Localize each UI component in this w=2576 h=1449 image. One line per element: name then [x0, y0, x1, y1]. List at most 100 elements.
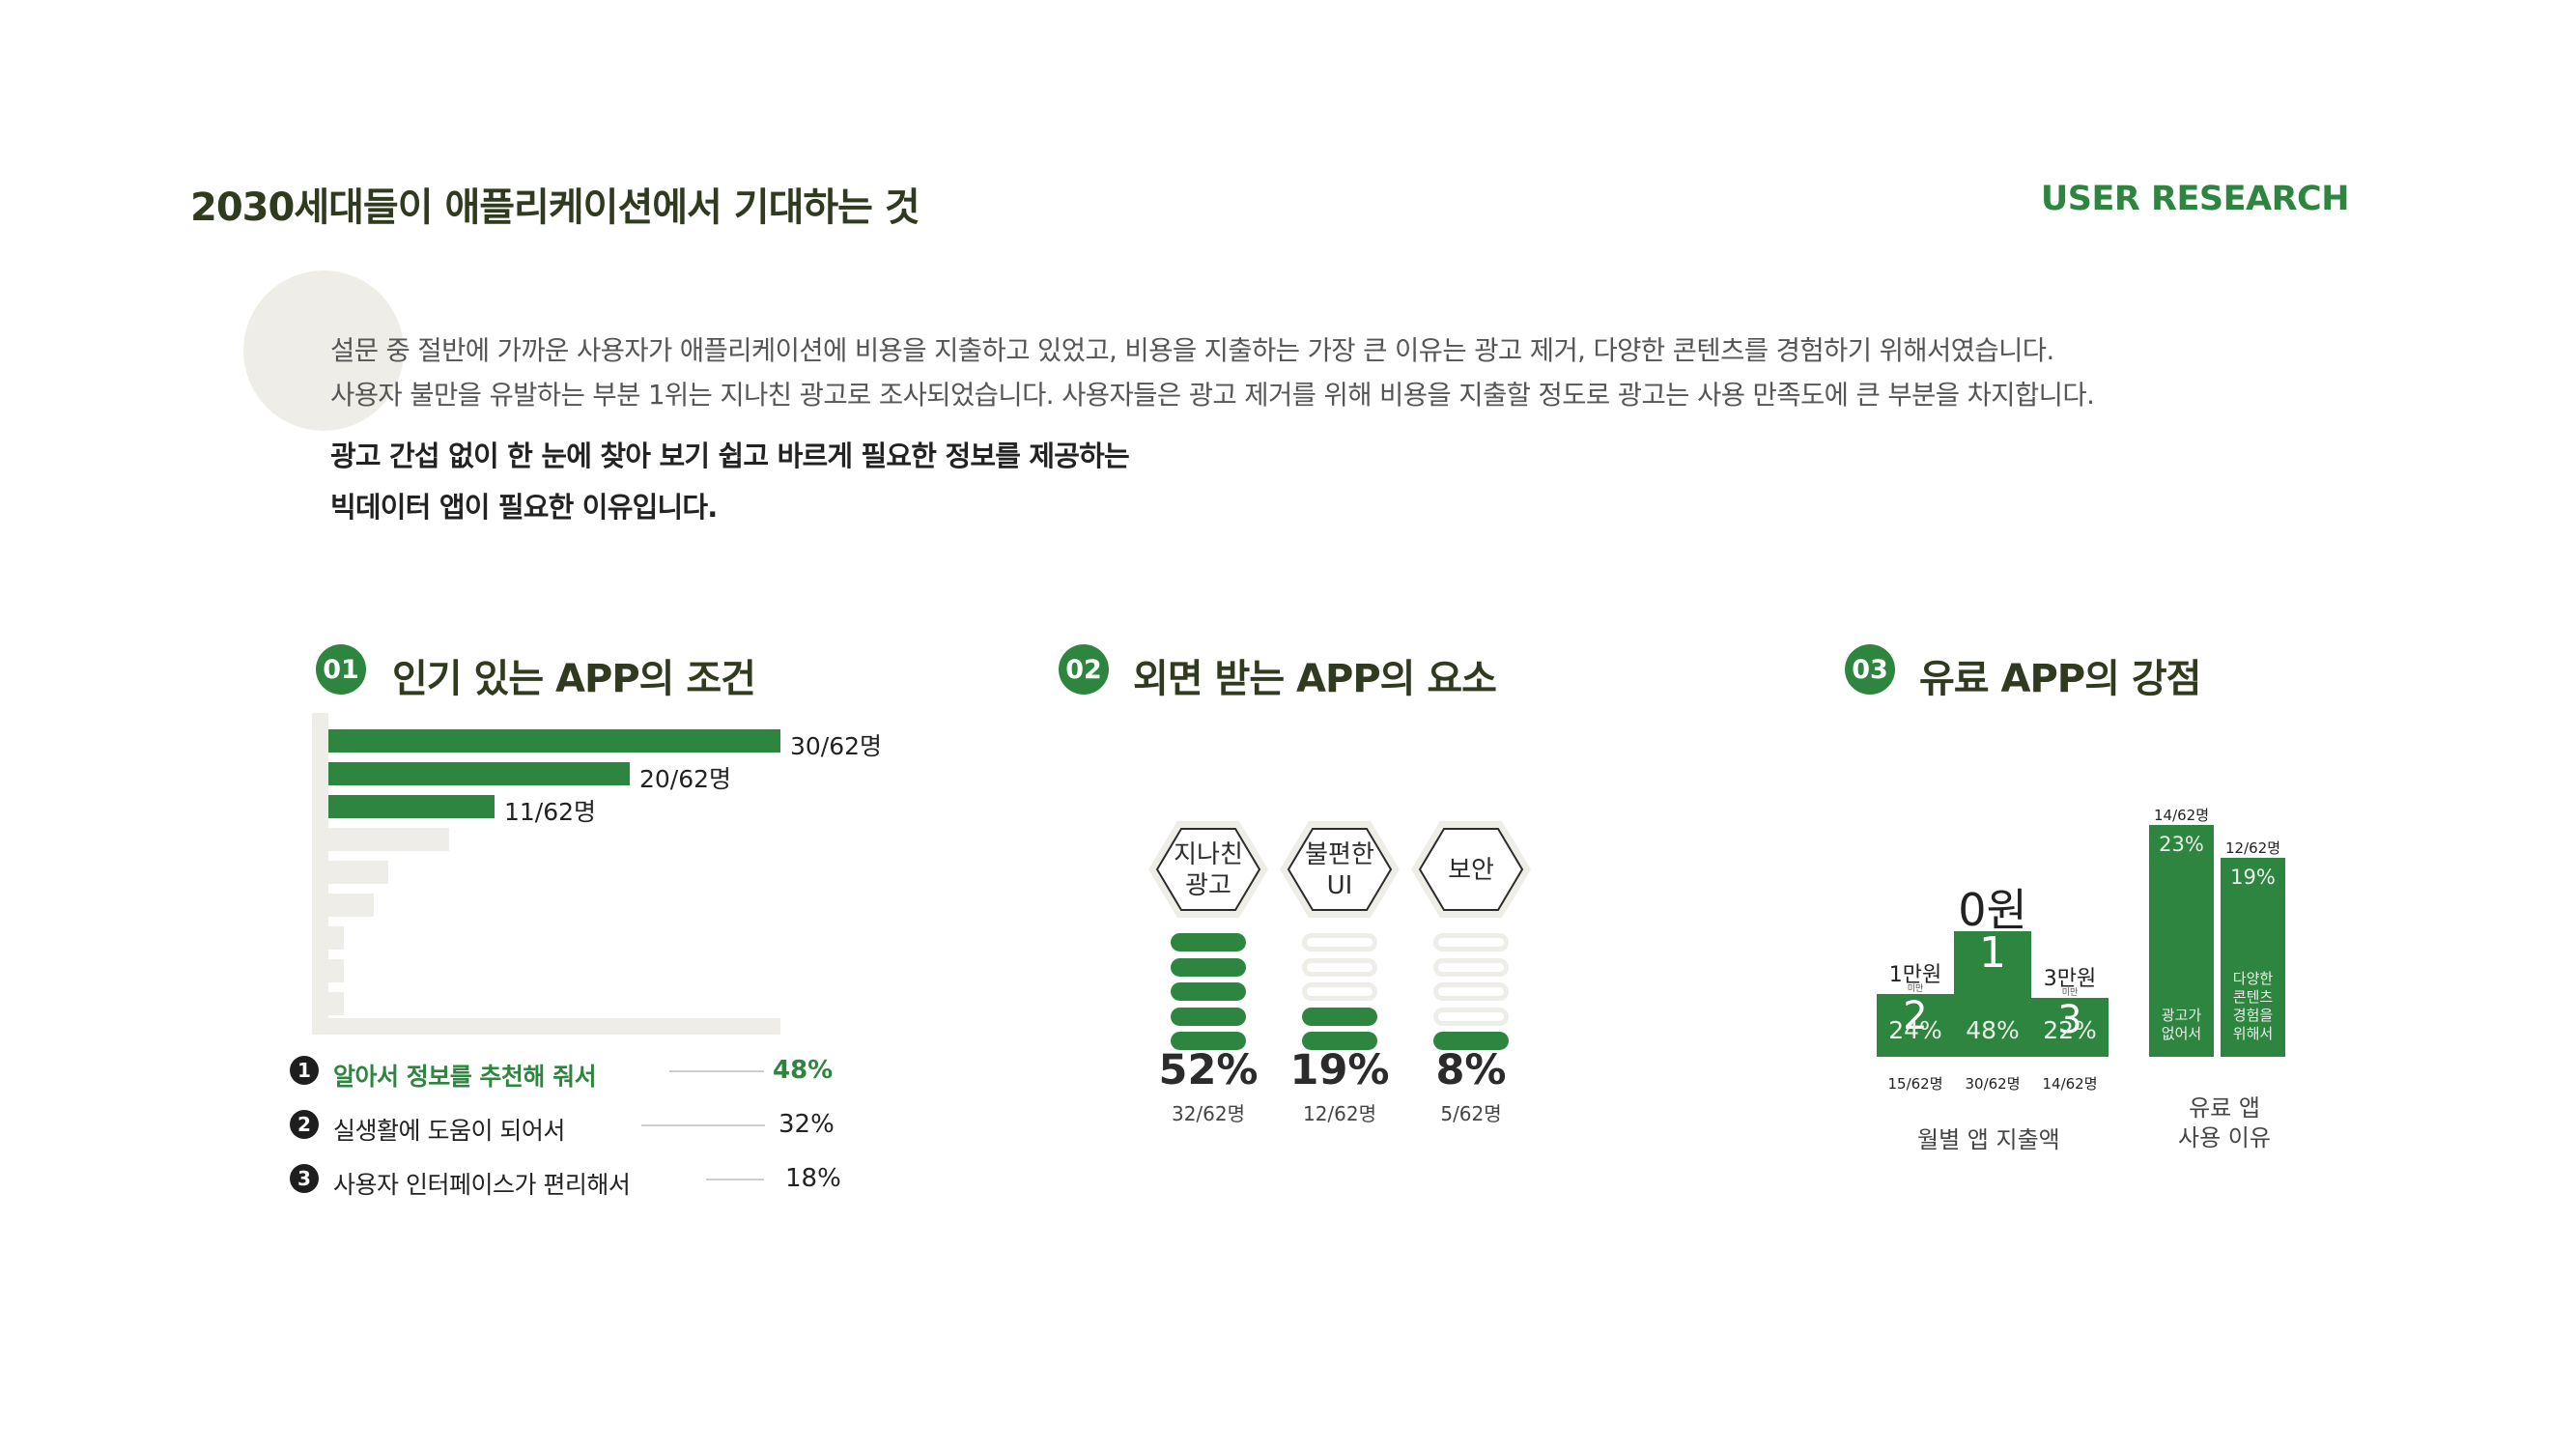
reason-label-line: 위해서: [2232, 1025, 2274, 1042]
section-1-number: 01: [316, 644, 366, 695]
spending-percent: 24%: [1888, 1016, 1942, 1044]
bar-chart-axis-vertical: [312, 713, 328, 1035]
respondent-count: 32/62명: [1171, 1102, 1246, 1125]
level-pill: [1433, 1032, 1509, 1050]
bar: [328, 894, 374, 917]
bar-chart-axis-horizontal: [312, 1018, 780, 1035]
intro-line-1: 설문 중 절반에 가까운 사용자가 애플리케이션에 비용을 지출하고 있었고, …: [330, 335, 2054, 366]
rank-number: 2: [290, 1110, 319, 1139]
level-pill: [1302, 1007, 1377, 1026]
reason-count: 12/62명: [2224, 839, 2281, 857]
level-pill: [1302, 1032, 1377, 1050]
decorative-circle: [243, 270, 404, 431]
level-pill: [1433, 1007, 1509, 1026]
hexagon-label: 불편한 UI: [1282, 839, 1398, 901]
reason-label-line: 다양한: [2232, 970, 2274, 987]
section-2-title: 외면 받는 APP의 요소: [1133, 657, 1497, 701]
reason-label-line: 경험을: [2232, 1007, 2274, 1024]
hexagon-inner: [1287, 828, 1393, 911]
intro-line-2: 사용자 불만을 유발하는 부분 1위는 지나친 광고로 조사되었습니다. 사용자…: [330, 380, 2095, 411]
spending-percent: 22%: [2043, 1016, 2097, 1044]
reason-column: [2221, 858, 2285, 1057]
level-pill: [1302, 933, 1377, 952]
spending-amount-note: 미만: [2061, 988, 2079, 998]
spending-caption: 월별 앱 지출액: [1917, 1126, 2060, 1153]
reasons-caption-line-2: 사용 이유: [2178, 1124, 2271, 1151]
level-pill: [1171, 982, 1246, 1001]
rank-number: 3: [290, 1164, 319, 1193]
bar: [328, 959, 344, 982]
rank-digit: 1: [1979, 928, 2006, 978]
rank-digit: 2: [1903, 994, 1928, 1038]
spending-amount: 3만원: [2043, 967, 2097, 991]
level-pill: [1302, 957, 1377, 977]
percent-value: 52%: [1158, 1046, 1259, 1094]
bar: [328, 861, 388, 884]
respondent-count: 12/62명: [1302, 1102, 1377, 1125]
hexagon-inner: [1418, 828, 1524, 911]
bar: [328, 795, 495, 818]
hexagon-badge: [1280, 821, 1400, 918]
level-pill: [1433, 957, 1509, 977]
bar: [328, 762, 630, 785]
hexagon-badge: [1411, 821, 1531, 918]
rank-percent: 32%: [778, 1110, 835, 1139]
rank-divider: [641, 1124, 765, 1126]
hexagon-inner: [1155, 828, 1261, 911]
spending-column: [2031, 998, 2109, 1057]
level-pill: [1171, 957, 1246, 977]
hexagon-label: 보안: [1413, 855, 1529, 886]
percent-value: 8%: [1435, 1046, 1507, 1094]
bar: [328, 992, 344, 1015]
page-title: 2030세대들이 애플리케이션에서 기대하는 것: [190, 185, 920, 230]
level-pill: [1171, 1032, 1246, 1050]
hexagon-label-line-1: 불편한: [1305, 840, 1374, 869]
bar-value-label: 30/62명: [790, 732, 883, 760]
rank-label: 알아서 정보를 추천해 줘서: [333, 1063, 597, 1091]
rank-number: 1: [290, 1056, 319, 1085]
spending-count: 30/62명: [1965, 1075, 2021, 1093]
bar: [328, 926, 344, 950]
hexagon-label-line-2: 광고: [1185, 871, 1231, 900]
hexagon-label-line-1: 보안: [1448, 856, 1494, 885]
emphasis-line-2: 빅데이터 앱이 필요한 이유입니다.: [330, 491, 718, 524]
spending-count: 14/62명: [2042, 1075, 2098, 1093]
spending-count: 15/62명: [1887, 1075, 1943, 1093]
reason-label-line: 없어서: [2161, 1025, 2202, 1042]
hexagon-label: 지나친 광고: [1150, 839, 1266, 901]
spending-percent: 48%: [1966, 1016, 2020, 1044]
spending-column: [1954, 931, 2031, 1057]
reasons-caption: 유료 앱 사용 이유: [2171, 1094, 2278, 1153]
rank-digit: 3: [2057, 998, 2082, 1042]
bar-value-label: 20/62명: [639, 765, 732, 793]
level-pill: [1433, 982, 1509, 1001]
spending-amount: 1만원: [1888, 963, 1942, 987]
level-pill: [1171, 1007, 1246, 1026]
reason-percent: 23%: [2159, 833, 2204, 856]
rank-percent: 18%: [785, 1164, 841, 1193]
section-1-title: 인기 있는 APP의 조건: [392, 657, 756, 701]
rank-label: 실생활에 도움이 되어서: [333, 1117, 565, 1145]
section-3-number: 03: [1845, 644, 1895, 695]
spending-column: [1877, 994, 1954, 1057]
section-2-number: 02: [1059, 644, 1109, 695]
reasons-caption-line-1: 유료 앱: [2189, 1094, 2260, 1122]
reason-count: 14/62명: [2153, 807, 2210, 824]
hexagon-label-line-1: 지나친: [1174, 840, 1243, 869]
bar: [328, 729, 780, 753]
percent-value: 19%: [1289, 1046, 1390, 1094]
reason-label-line: 광고가: [2161, 1007, 2202, 1024]
hexagon-label-line-2: UI: [1326, 871, 1353, 900]
rank-divider: [706, 1179, 764, 1180]
bar-value-label: 11/62명: [504, 798, 597, 826]
level-pill: [1433, 933, 1509, 952]
hexagon-badge: [1148, 821, 1268, 918]
intro-text: 설문 중 절반에 가까운 사용자가 애플리케이션에 비용을 지출하고 있었고, …: [330, 328, 2095, 417]
reason-column: [2149, 825, 2214, 1057]
rank-divider: [669, 1070, 764, 1072]
reason-label-line: 콘텐츠: [2232, 988, 2274, 1006]
section-3-title: 유료 APP의 강점: [1919, 657, 2201, 701]
rank-percent: 48%: [773, 1056, 834, 1085]
spending-amount: 0원: [1958, 884, 2027, 936]
level-pill: [1302, 982, 1377, 1001]
